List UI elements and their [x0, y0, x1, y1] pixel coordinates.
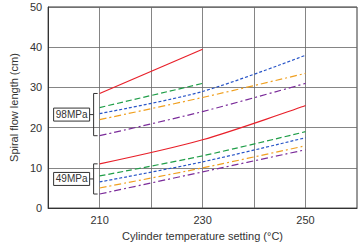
svg-text:30: 30: [30, 81, 42, 93]
svg-text:Cylinder temperature setting (: Cylinder temperature setting (°C): [122, 230, 283, 242]
svg-text:Spiral flow length (cm): Spiral flow length (cm): [8, 53, 20, 162]
svg-text:98MPa: 98MPa: [56, 109, 88, 120]
svg-text:20: 20: [30, 122, 42, 134]
svg-text:0: 0: [36, 202, 42, 214]
svg-text:250: 250: [296, 214, 314, 226]
svg-text:230: 230: [193, 214, 211, 226]
svg-text:40: 40: [30, 41, 42, 53]
svg-text:49MPa: 49MPa: [56, 173, 88, 184]
svg-text:10: 10: [30, 162, 42, 174]
svg-text:210: 210: [90, 214, 108, 226]
svg-text:50: 50: [30, 1, 42, 13]
